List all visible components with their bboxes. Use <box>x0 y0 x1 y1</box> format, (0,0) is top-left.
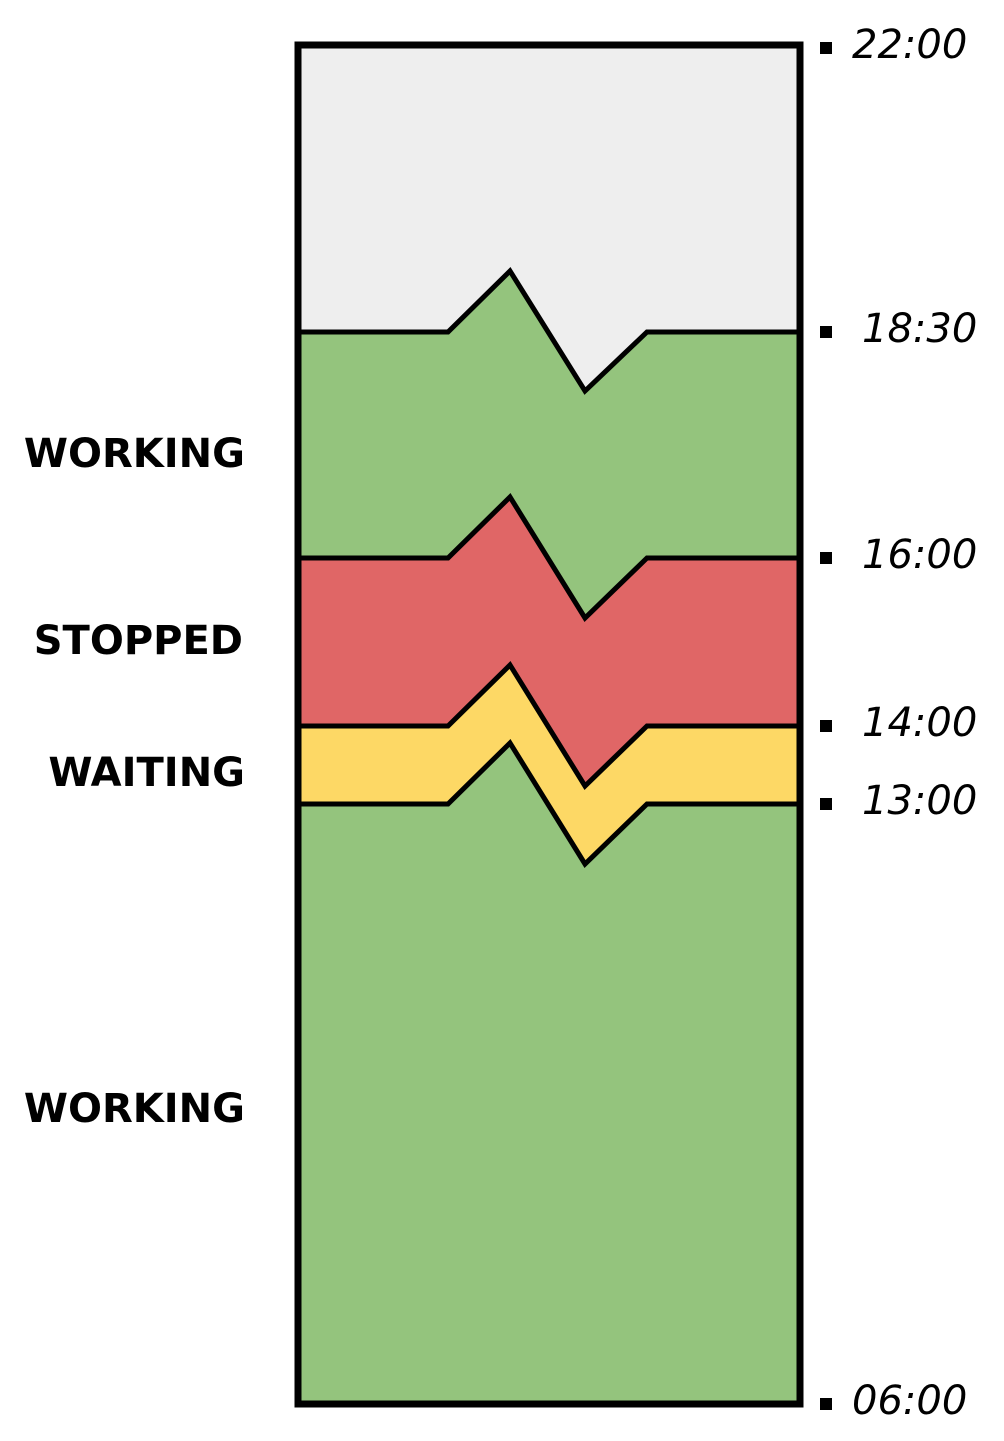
state-label-stopped: STOPPED <box>34 618 243 664</box>
tick-1830 <box>820 326 832 338</box>
state-label-waiting: WAITING <box>48 750 245 796</box>
boundary-1300 <box>298 739 800 868</box>
time-label-1830: 18:30 <box>862 306 977 352</box>
state-label-working-lower: WORKING <box>24 1086 245 1132</box>
time-label-0600: 06:00 <box>852 1378 967 1424</box>
tick-1400 <box>820 720 832 732</box>
tick-2200 <box>820 42 832 54</box>
boundary-1830 <box>298 267 800 395</box>
band-stopped <box>298 497 800 786</box>
band-working-upper <box>298 271 800 618</box>
boundary-1400 <box>298 661 800 790</box>
timeline-frame <box>294 41 804 1408</box>
time-label-1400: 14:00 <box>862 700 977 746</box>
boundary-1600 <box>298 493 800 622</box>
tick-0600 <box>820 1398 832 1410</box>
tick-1600 <box>820 552 832 564</box>
time-label-2200: 22:00 <box>852 22 967 68</box>
band-idle <box>298 45 800 391</box>
time-label-1600: 16:00 <box>862 532 977 578</box>
band-working-lower <box>298 743 800 1404</box>
time-label-1300: 13:00 <box>862 778 977 824</box>
band-waiting <box>298 665 800 864</box>
state-label-working-upper: WORKING <box>24 431 245 477</box>
tick-1300 <box>820 798 832 810</box>
